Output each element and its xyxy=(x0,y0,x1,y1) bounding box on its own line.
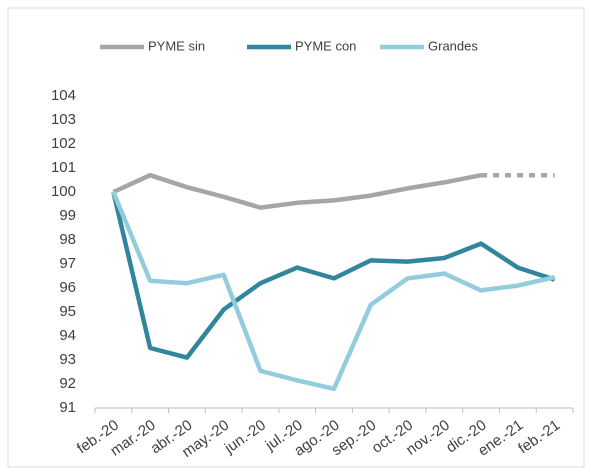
y-tick-label: 92 xyxy=(59,375,76,392)
legend-label: Grandes xyxy=(428,38,478,53)
y-tick-label: 97 xyxy=(59,255,76,272)
y-tick-label: 94 xyxy=(59,327,76,344)
series-line xyxy=(112,172,482,210)
y-tick-label: 98 xyxy=(59,231,76,248)
y-tick-label: 104 xyxy=(51,87,76,104)
series-line xyxy=(111,191,556,392)
series-line xyxy=(111,191,556,360)
y-tick-label: 102 xyxy=(51,135,76,152)
y-tick-label: 103 xyxy=(51,111,76,128)
x-tick-label: feb.-21 xyxy=(515,417,563,458)
y-tick-label: 93 xyxy=(59,351,76,368)
y-tick-label: 101 xyxy=(51,159,76,176)
y-tick-label: 96 xyxy=(59,279,76,296)
y-tick-label: 100 xyxy=(51,183,76,200)
y-tick-label: 95 xyxy=(59,303,76,320)
x-tick-label: jun.-20 xyxy=(221,417,269,458)
chart-border xyxy=(7,7,585,468)
legend-label: PYME con xyxy=(295,38,356,53)
y-tick-label: 91 xyxy=(59,399,76,416)
y-tick-label: 99 xyxy=(59,207,76,224)
legend-label: PYME sin xyxy=(148,38,205,53)
